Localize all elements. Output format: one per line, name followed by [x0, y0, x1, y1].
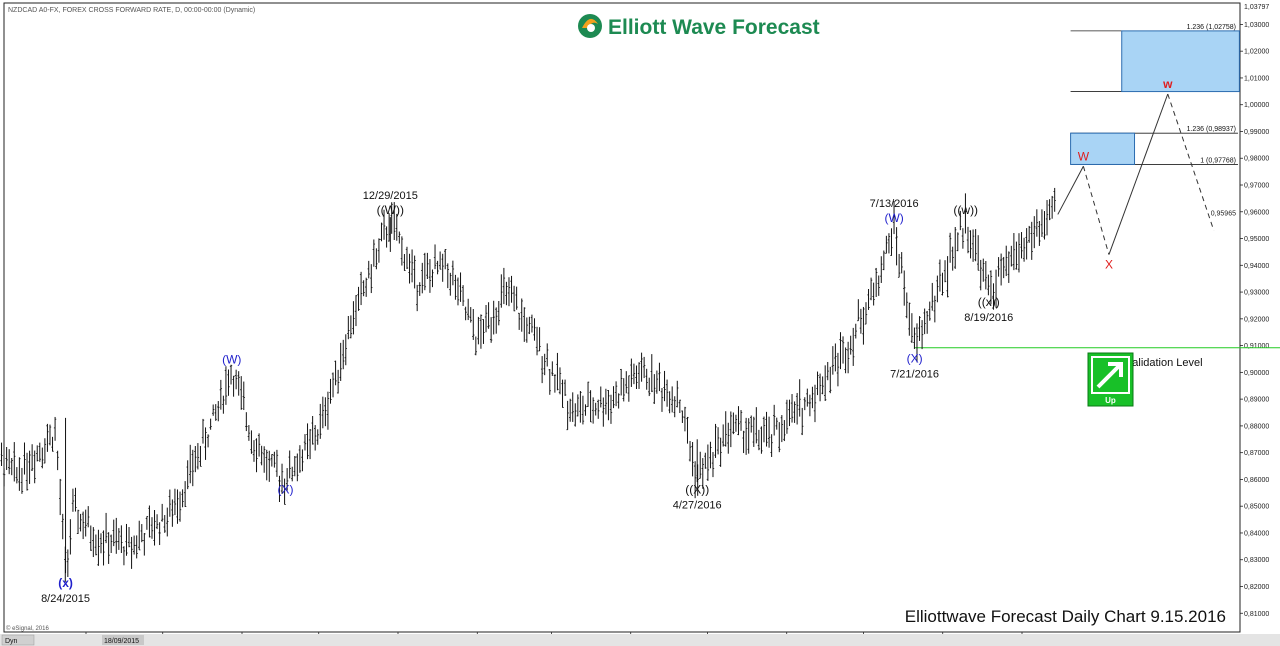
last-price-label: 0,95965: [1211, 211, 1236, 218]
wave-label: ((X)): [685, 482, 709, 496]
projection-segment: [1082, 166, 1110, 255]
wave-label: (x): [58, 576, 73, 590]
y-tick-label: 0,96000: [1244, 209, 1269, 216]
y-top-value-label: 1,03797: [1244, 4, 1269, 11]
interval-button-bg[interactable]: [1, 634, 35, 646]
wave-date-label: 8/24/2015: [41, 593, 90, 605]
y-tick-label: 0,91000: [1244, 343, 1269, 350]
y-tick-label: 0,87000: [1244, 450, 1269, 457]
y-axis: 0,81000 0,82000 0,83000 0,84000 0,85000 0,860…: [1211, 4, 1270, 618]
bottom-bar: [0, 634, 1280, 646]
interval-button-label[interactable]: Dyn: [5, 638, 18, 645]
y-tick-label: 1,01000: [1244, 75, 1269, 82]
invalidation-label: Invalidation Level: [1118, 357, 1203, 369]
wave-date-label: 7/21/2016: [890, 368, 939, 380]
wave-label: (X): [907, 351, 923, 365]
wave-label: (W): [884, 211, 903, 225]
y-tick-label: 0,97000: [1244, 183, 1269, 190]
wave-label: X: [1105, 258, 1113, 272]
wave-label: (W): [222, 353, 241, 367]
y-tick-label: 0,83000: [1244, 557, 1269, 564]
brand-logo-dot: [587, 24, 595, 32]
y-tick-label: 0,95000: [1244, 236, 1269, 243]
y-tick-label: 0,85000: [1244, 504, 1269, 511]
wave-date-label: 4/27/2016: [673, 499, 722, 511]
target-box: [1070, 132, 1136, 165]
brand-logo: Elliott Wave Forecast: [578, 14, 820, 39]
y-tick-label: 0,98000: [1244, 156, 1269, 163]
wave-date-label: 8/19/2016: [964, 312, 1013, 324]
y-tick-label: 0,82000: [1244, 584, 1269, 591]
projection-segment: [1108, 93, 1169, 255]
y-tick-label: 1,00000: [1244, 102, 1269, 109]
wave-date-label: 7/13/2016: [870, 198, 919, 210]
esignal-credit: © eSignal, 2016: [6, 625, 49, 632]
date-box: 18/09/2015: [104, 638, 139, 645]
wave-label: ((x)): [978, 295, 1000, 309]
trend-badge-label: Up: [1105, 396, 1116, 405]
chart-caption: Elliottwave Forecast Daily Chart 9.15.20…: [905, 607, 1226, 626]
plot-frame: [3, 2, 1241, 633]
fib-level-label: 1 (0,97768): [1200, 157, 1236, 164]
y-tick-label: 0,81000: [1244, 611, 1269, 618]
y-tick-label: 0,88000: [1244, 423, 1269, 430]
target-box: [1121, 30, 1240, 93]
wave-label: ((w)): [953, 203, 978, 217]
projection-segment: [1057, 166, 1084, 215]
y-tick-label: 0,93000: [1244, 290, 1269, 297]
target-boxes: 1.236 (1,02758)1 (1,00491)1.236 (0,98937…: [914, 24, 1280, 369]
arrow-up-right-icon: [1096, 362, 1123, 389]
wave-label: w: [1162, 77, 1173, 91]
trend-badge-bg: [1087, 352, 1134, 407]
projection-path: [1057, 93, 1215, 255]
projection-segment: [1167, 93, 1215, 231]
window-title: NZDCAD A0-FX, FOREX CROSS FORWARD RATE, …: [8, 7, 255, 14]
brand-name: Elliott Wave Forecast: [608, 16, 820, 39]
wave-label: ((W)): [377, 203, 404, 217]
interval-button[interactable]: Dyn: [1, 634, 35, 646]
wave-labels: (x) 8/24/2015 (W) (X) ((W))12/29/2015 ((X)) 4/…: [41, 77, 1173, 605]
brand-logo-swirl: [582, 18, 598, 28]
y-tick-label: 0,94000: [1244, 263, 1269, 270]
wave-label: (X): [277, 482, 293, 496]
y-tick-label: 0,90000: [1244, 370, 1269, 377]
fib-level-label: 1.236 (0,98937): [1187, 126, 1236, 133]
trend-badge: Up: [1087, 352, 1134, 407]
date-box-bg: [102, 635, 144, 645]
fib-level-label: 1.236 (1,02758): [1187, 24, 1236, 31]
y-tick-label: 0,92000: [1244, 316, 1269, 323]
price-bars: [0, 187, 1056, 582]
y-tick-label: 1,03000: [1244, 22, 1269, 29]
y-tick-label: 0,86000: [1244, 477, 1269, 484]
wave-date-label: 12/29/2015: [363, 190, 418, 202]
y-tick-label: 0,99000: [1244, 129, 1269, 136]
y-tick-label: 0,84000: [1244, 530, 1269, 537]
trend-badge-inner: [1091, 356, 1130, 394]
wave-label: W: [1078, 149, 1090, 163]
y-tick-label: 1,02000: [1244, 49, 1269, 56]
y-tick-label: 0,89000: [1244, 397, 1269, 404]
